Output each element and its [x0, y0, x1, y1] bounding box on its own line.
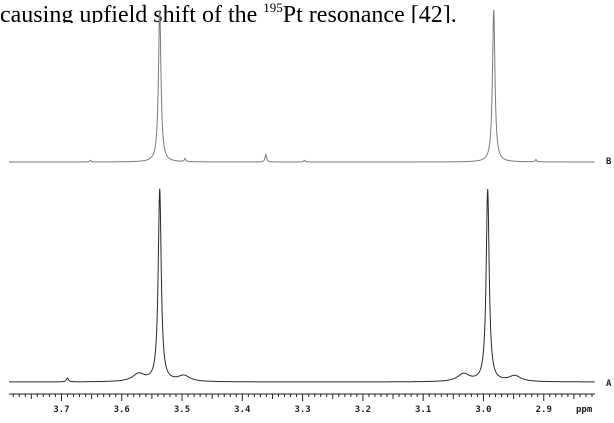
spectrum-trace-a	[9, 188, 595, 383]
x-tick-label: 2.9	[536, 405, 552, 415]
x-tick-label: 3.7	[53, 405, 69, 415]
x-axis-major-ticks: 3.7 3.6 3.5 3.4 3.3 3.2 3.1 3.0 2.9	[53, 394, 552, 415]
caption-before: causing upfield shift of the	[0, 2, 264, 23]
caption-text: causing upfield shift of the 195Pt reson…	[0, 0, 614, 23]
x-axis-unit-label: ppm	[576, 405, 593, 415]
trace-label-b: B	[606, 157, 612, 167]
x-tick-label: 3.2	[355, 405, 371, 415]
x-tick-label: 3.6	[114, 405, 130, 415]
spectrum-trace-b	[9, 9, 595, 163]
trace-label-a: A	[606, 379, 612, 389]
x-tick-label: 3.5	[174, 405, 190, 415]
x-tick-label: 3.1	[415, 405, 431, 415]
x-tick-label: 3.0	[475, 405, 491, 415]
x-tick-label: 3.3	[294, 405, 310, 415]
x-tick-label: 3.4	[234, 405, 251, 415]
x-axis-minor-ticks	[12, 394, 593, 399]
caption-superscript: 195	[263, 0, 283, 15]
caption-after: Pt resonance [42].	[282, 2, 457, 23]
